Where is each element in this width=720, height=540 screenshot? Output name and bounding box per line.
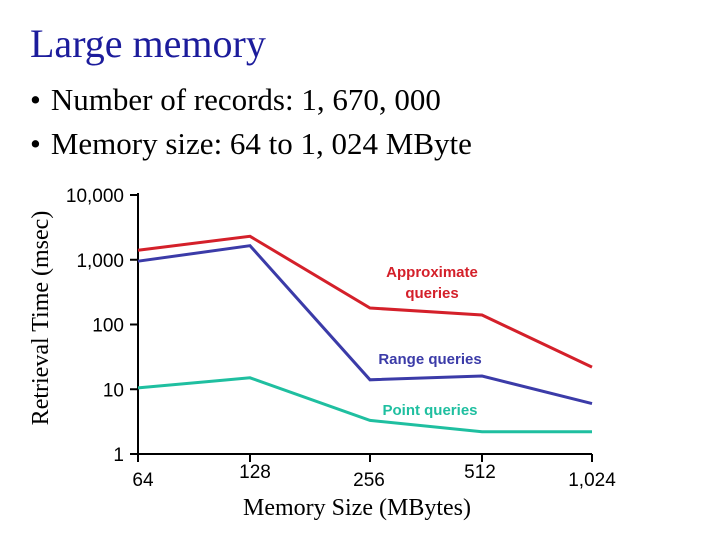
chart-ticks: 10,000 1,000 100 10 1 64 128 256 512 1,024 [66, 186, 616, 491]
x-tick-label: 128 [239, 462, 271, 483]
series-label-line: Point queries [382, 402, 477, 419]
y-tick-label: 100 [92, 316, 124, 337]
y-tick-label: 10,000 [66, 186, 124, 207]
x-tick-label: 512 [464, 462, 496, 483]
bullet-list: • Number of records: 1, 670, 000 • Memory … [30, 78, 472, 166]
y-tick-label: 1,000 [76, 251, 124, 272]
bullet-dot: • [30, 126, 41, 161]
bullet-dot: • [30, 82, 41, 117]
x-axis-label: Memory Size (MBytes) [243, 495, 471, 521]
bullet-text: Number of records: 1, 670, 000 [50, 82, 441, 117]
chart-axes [137, 193, 592, 455]
series-label-line: queries [405, 285, 458, 302]
chart-series [137, 234, 593, 434]
slide-title: Large memory [30, 21, 266, 66]
x-tick-label: 256 [353, 470, 385, 491]
y-tick-label: 10 [103, 380, 124, 401]
series-label-line: Approximate [386, 264, 478, 281]
x-tick-label: 1,024 [568, 470, 616, 491]
chart-series-labels: Approximate queries Range queries Point que… [378, 264, 481, 419]
approximate-queries-line [137, 234, 593, 369]
x-tick-label: 64 [132, 470, 154, 491]
y-axis-label: Retrieval Time (msec) [28, 211, 54, 426]
point-queries-line [137, 376, 592, 434]
bullet-text: Memory size: 64 to 1, 024 MByte [50, 126, 472, 161]
range-queries-label: Range queries [378, 351, 481, 368]
series-label-line: Range queries [378, 351, 481, 368]
range-queries-line [137, 244, 593, 406]
y-tick-label: 1 [113, 445, 124, 466]
bullet-item: • Memory size: 64 to 1, 024 MByte [30, 122, 472, 166]
bullet-item: • Number of records: 1, 670, 000 [30, 78, 472, 122]
point-queries-label: Point queries [382, 402, 477, 419]
approximate-queries-label: Approximate queries [386, 264, 478, 302]
